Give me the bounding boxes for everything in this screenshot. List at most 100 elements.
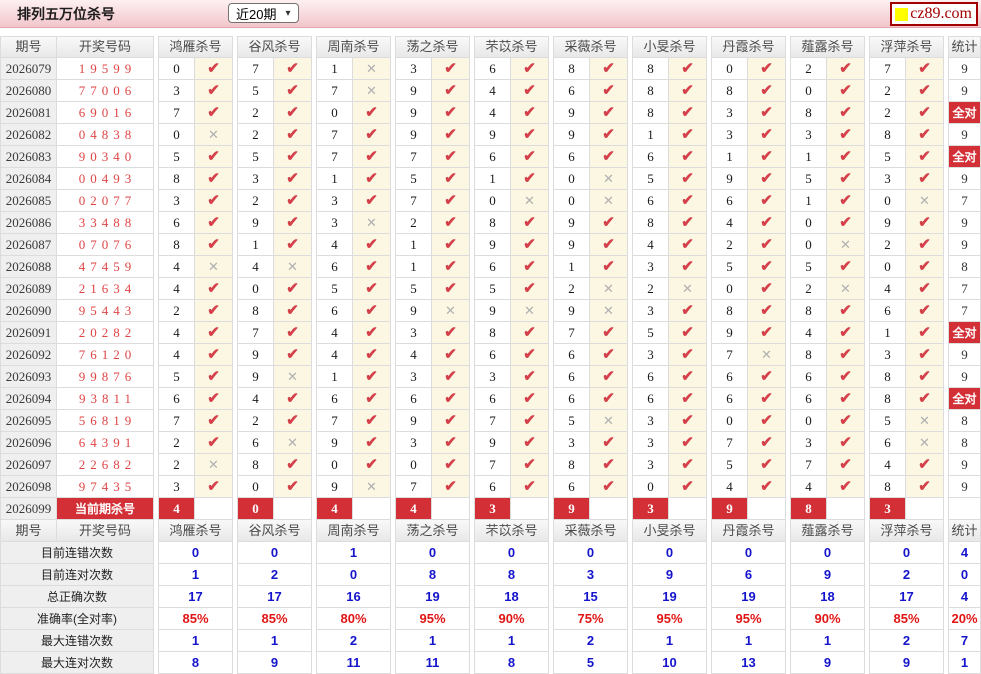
- range-select[interactable]: 近20期 ▾: [228, 3, 299, 23]
- kill-number: 3: [158, 190, 195, 212]
- kill-number: 0: [474, 190, 511, 212]
- check-icon: ✔: [669, 190, 707, 212]
- check-icon: ✔: [669, 476, 707, 498]
- kill-table: 期号 开奖号码 鸿雁杀号 谷风杀号 周南杀号 荡之杀号 芣苡杀号 采薇杀号 小旻杀号 丹霞杀号 薤露…: [0, 36, 981, 674]
- check-icon: ✔: [195, 168, 233, 190]
- summary-value: 16: [316, 586, 391, 608]
- kill-number: 5: [632, 168, 669, 190]
- cross-icon: ✕: [274, 256, 312, 278]
- col-header-kill: 丹霞杀号: [711, 520, 786, 542]
- check-icon: ✔: [353, 432, 391, 454]
- kill-number: 5: [632, 322, 669, 344]
- check-icon: ✔: [748, 410, 786, 432]
- current-kill-number: 9: [711, 498, 748, 520]
- check-icon: ✔: [590, 256, 628, 278]
- check-icon: ✔: [827, 454, 865, 476]
- kill-number: 6: [158, 388, 195, 410]
- check-icon: ✔: [353, 102, 391, 124]
- check-icon: ✔: [906, 256, 944, 278]
- stat-cell: 7: [948, 190, 981, 212]
- kill-number: 3: [158, 80, 195, 102]
- check-icon: ✔: [827, 366, 865, 388]
- kill-number: 7: [395, 476, 432, 498]
- check-icon: ✔: [827, 388, 865, 410]
- check-icon: ✔: [274, 190, 312, 212]
- cross-icon: ✕: [827, 234, 865, 256]
- check-icon: ✔: [906, 234, 944, 256]
- kill-number: 6: [474, 388, 511, 410]
- cross-icon: ✕: [590, 410, 628, 432]
- check-icon: ✔: [669, 388, 707, 410]
- kill-number: 6: [553, 366, 590, 388]
- kill-number: 0: [237, 476, 274, 498]
- col-header-kill: 薤露杀号: [790, 36, 865, 58]
- kill-number: 9: [316, 432, 353, 454]
- kill-number: 1: [790, 190, 827, 212]
- empty-mark-cell: [195, 498, 233, 520]
- summary-label: 最大连对次数: [0, 652, 154, 674]
- summary-value: 85%: [869, 608, 944, 630]
- draw-numbers: 93811: [57, 388, 154, 410]
- stat-cell: 7: [948, 300, 981, 322]
- kill-number: 8: [158, 168, 195, 190]
- check-icon: ✔: [669, 212, 707, 234]
- kill-number: 6: [158, 212, 195, 234]
- check-icon: ✔: [511, 344, 549, 366]
- kill-number: 4: [316, 234, 353, 256]
- check-icon: ✔: [827, 58, 865, 80]
- all-correct-badge: 全对: [948, 146, 981, 168]
- check-icon: ✔: [827, 80, 865, 102]
- col-header-kill: 采薇杀号: [553, 520, 628, 542]
- summary-value: 1: [158, 630, 233, 652]
- draw-numbers: 56819: [57, 410, 154, 432]
- col-header-kill: 鸿雁杀号: [158, 36, 233, 58]
- kill-number: 4: [869, 278, 906, 300]
- kill-number: 9: [474, 432, 511, 454]
- kill-number: 0: [316, 454, 353, 476]
- cross-icon: ✕: [669, 278, 707, 300]
- summary-value: 1: [711, 630, 786, 652]
- check-icon: ✔: [353, 300, 391, 322]
- summary-value: 2: [237, 564, 312, 586]
- summary-value: 90%: [790, 608, 865, 630]
- site-logo[interactable]: cz89.com: [890, 2, 978, 26]
- draw-numbers: 21634: [57, 278, 154, 300]
- check-icon: ✔: [432, 410, 470, 432]
- check-icon: ✔: [432, 256, 470, 278]
- kill-number: 1: [316, 58, 353, 80]
- check-icon: ✔: [590, 366, 628, 388]
- kill-number: 9: [869, 212, 906, 234]
- check-icon: ✔: [590, 102, 628, 124]
- check-icon: ✔: [432, 432, 470, 454]
- check-icon: ✔: [353, 454, 391, 476]
- check-icon: ✔: [274, 410, 312, 432]
- stat-cell: 9: [948, 366, 981, 388]
- kill-number: 9: [553, 124, 590, 146]
- col-header-kill: 周南杀号: [316, 520, 391, 542]
- summary-stat: 7: [948, 630, 981, 652]
- current-kill-number: 3: [869, 498, 906, 520]
- kill-number: 6: [869, 432, 906, 454]
- stat-cell: 9: [948, 212, 981, 234]
- check-icon: ✔: [590, 58, 628, 80]
- check-icon: ✔: [669, 454, 707, 476]
- check-icon: ✔: [827, 432, 865, 454]
- period-cell: 2026098: [0, 476, 57, 498]
- check-icon: ✔: [590, 454, 628, 476]
- kill-number: 8: [790, 344, 827, 366]
- summary-label: 目前连对次数: [0, 564, 154, 586]
- kill-number: 3: [790, 124, 827, 146]
- check-icon: ✔: [669, 366, 707, 388]
- kill-number: 4: [237, 256, 274, 278]
- check-icon: ✔: [748, 58, 786, 80]
- cross-icon: ✕: [590, 300, 628, 322]
- cross-icon: ✕: [827, 278, 865, 300]
- check-icon: ✔: [274, 344, 312, 366]
- check-icon: ✔: [669, 300, 707, 322]
- kill-number: 7: [158, 102, 195, 124]
- check-icon: ✔: [669, 168, 707, 190]
- kill-number: 7: [395, 190, 432, 212]
- summary-value: 13: [711, 652, 786, 674]
- kill-number: 5: [395, 168, 432, 190]
- current-kill-number: 3: [632, 498, 669, 520]
